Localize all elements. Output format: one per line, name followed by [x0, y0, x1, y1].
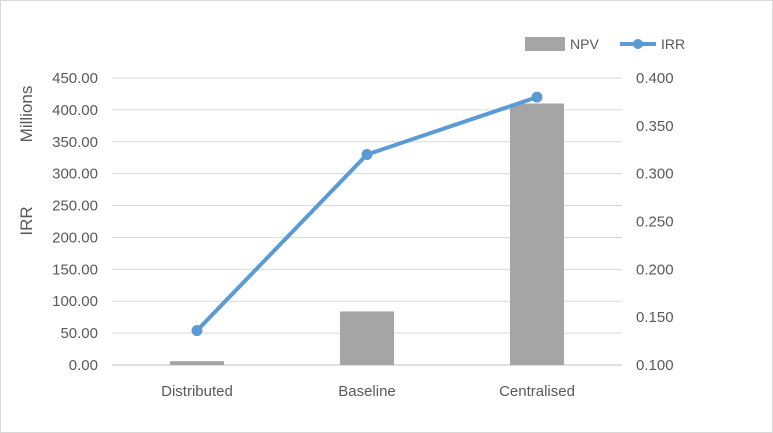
- legend-irr-label: IRR: [661, 36, 685, 52]
- left-tick-label: 150.00: [52, 261, 98, 278]
- right-tick-label: 0.150: [636, 309, 674, 326]
- left-tick-label: 450.00: [52, 70, 98, 87]
- left-tick-label: 0.00: [69, 357, 98, 374]
- irr-point: [191, 325, 203, 337]
- npv-bar: [170, 361, 224, 365]
- left-tick-label: 200.00: [52, 229, 98, 246]
- left-axis-ticks: 0.00 50.00 100.00 150.00 200.00 250.00 300.00 3…: [52, 70, 98, 374]
- right-axis-ticks: 0.100 0.150 0.200 0.250 0.300 0.350 0.400: [636, 70, 674, 374]
- legend-irr-marker: [633, 39, 643, 49]
- legend-npv-label: NPV: [570, 36, 599, 52]
- legend: NPV IRR: [525, 36, 685, 52]
- y-axis-title: IRR: [17, 206, 36, 235]
- npv-bars: [170, 103, 564, 365]
- x-axis-ticks: Distributed Baseline Centralised: [161, 383, 575, 400]
- x-tick-label: Baseline: [338, 383, 396, 400]
- left-tick-label: 50.00: [60, 325, 98, 342]
- irr-point: [531, 91, 543, 103]
- irr-line-series: [191, 91, 543, 337]
- right-tick-label: 0.100: [636, 357, 674, 374]
- right-tick-label: 0.350: [636, 118, 674, 135]
- irr-line: [195, 95, 539, 333]
- right-tick-label: 0.250: [636, 214, 674, 231]
- right-tick-label: 0.200: [636, 261, 674, 278]
- npv-bar: [510, 103, 564, 365]
- left-tick-label: 350.00: [52, 134, 98, 151]
- left-tick-label: 300.00: [52, 166, 98, 183]
- left-tick-label: 400.00: [52, 102, 98, 119]
- y-axis-units-label: Millions: [17, 86, 36, 143]
- legend-npv-swatch: [525, 37, 565, 51]
- right-tick-label: 0.400: [636, 70, 674, 87]
- x-tick-label: Centralised: [499, 383, 575, 400]
- right-tick-label: 0.300: [636, 166, 674, 183]
- x-tick-label: Distributed: [161, 383, 233, 400]
- left-tick-label: 100.00: [52, 293, 98, 310]
- irr-point: [361, 149, 373, 161]
- left-tick-label: 250.00: [52, 198, 98, 215]
- npv-bar: [340, 311, 394, 365]
